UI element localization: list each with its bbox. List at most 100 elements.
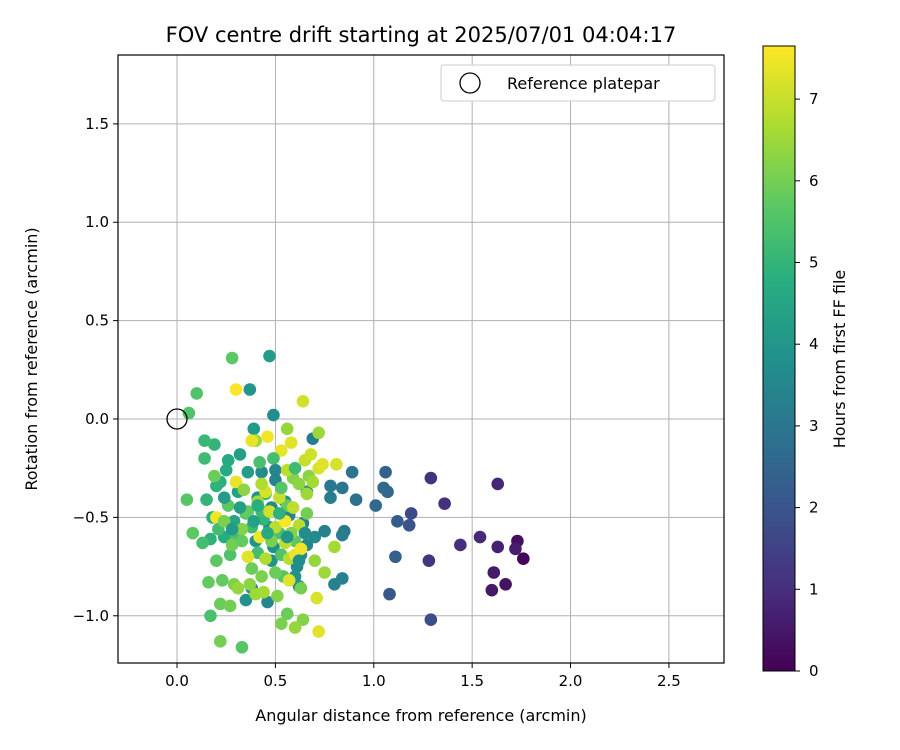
legend-label: Reference platepar xyxy=(507,74,660,93)
data-point xyxy=(237,483,251,497)
data-point xyxy=(491,540,505,554)
data-point xyxy=(239,593,253,607)
data-point xyxy=(312,625,325,638)
data-point xyxy=(300,507,314,520)
data-point xyxy=(282,574,296,587)
data-point xyxy=(485,583,499,597)
data-point xyxy=(509,542,522,556)
y-tick-label: −1.0 xyxy=(73,607,109,625)
data-point xyxy=(208,469,221,483)
data-point xyxy=(200,493,213,506)
colorbar: 0 1 2 3 4 5 6 7 Hours from first FF file xyxy=(762,45,849,680)
data-point xyxy=(294,581,308,595)
data-point xyxy=(288,621,302,634)
data-point xyxy=(259,552,272,566)
data-point xyxy=(217,515,231,528)
data-point xyxy=(233,448,247,461)
legend: Reference platepar xyxy=(440,64,716,102)
data-point xyxy=(255,465,268,479)
data-point xyxy=(223,599,237,613)
data-point xyxy=(233,501,247,514)
data-point xyxy=(306,475,320,489)
data-point xyxy=(263,505,276,518)
data-point xyxy=(229,475,243,489)
chart-title: FOV centre drift starting at 2025/07/01 … xyxy=(166,23,677,47)
data-point xyxy=(235,534,249,548)
data-point xyxy=(182,406,196,420)
data-point xyxy=(261,595,274,609)
data-point xyxy=(491,477,505,491)
y-axis-label: Rotation from reference (arcmin) xyxy=(22,227,41,490)
data-point xyxy=(214,597,227,611)
data-points xyxy=(180,349,530,654)
x-tick-label: 1.5 xyxy=(460,672,484,690)
data-point xyxy=(335,481,349,495)
data-point xyxy=(499,577,512,591)
data-point xyxy=(261,430,274,444)
data-point xyxy=(424,471,438,485)
colorbar-tick-label: 1 xyxy=(809,580,819,598)
data-point xyxy=(210,479,223,493)
data-point xyxy=(328,577,341,591)
y-tick-label: −0.5 xyxy=(73,508,109,526)
data-point xyxy=(422,554,436,567)
y-axis-ticks: −1.0 −0.5 0.0 0.5 1.0 1.5 xyxy=(73,115,118,625)
data-point xyxy=(231,581,245,595)
legend-box xyxy=(440,64,716,102)
data-point xyxy=(298,526,312,540)
reference-marker-group xyxy=(166,408,188,430)
data-point xyxy=(245,562,259,575)
data-point xyxy=(215,574,229,587)
data-point xyxy=(312,426,325,440)
colorbar-tick-label: 6 xyxy=(809,172,819,190)
data-point xyxy=(288,461,302,475)
data-point xyxy=(454,538,467,552)
x-axis-ticks: 0.0 0.5 1.0 1.5 2.0 2.5 xyxy=(165,663,681,690)
data-point xyxy=(438,497,451,510)
data-point xyxy=(208,438,221,451)
colorbar-tick-label: 4 xyxy=(809,335,819,353)
data-point xyxy=(241,550,255,564)
data-point xyxy=(316,457,329,471)
y-tick-label: 0.0 xyxy=(85,410,109,428)
data-point xyxy=(225,538,239,552)
data-point xyxy=(324,479,337,493)
data-point xyxy=(300,487,314,501)
data-point xyxy=(284,436,298,449)
grid xyxy=(118,55,724,663)
data-point xyxy=(190,387,204,400)
data-point xyxy=(308,554,322,567)
data-point xyxy=(196,536,209,550)
data-point xyxy=(335,528,349,542)
data-point xyxy=(221,454,235,467)
colorbar-tick-label: 7 xyxy=(809,90,819,108)
data-point xyxy=(267,452,280,465)
data-point xyxy=(214,635,227,648)
data-point xyxy=(280,607,294,621)
reference-platepar-marker xyxy=(166,408,188,430)
colorbar-label: Hours from first FF file xyxy=(830,270,849,449)
data-point xyxy=(487,566,501,579)
data-point xyxy=(369,499,383,512)
data-point xyxy=(245,434,259,447)
data-point xyxy=(296,395,310,408)
data-point xyxy=(292,477,306,491)
data-point xyxy=(235,522,249,536)
x-tick-label: 2.0 xyxy=(559,672,583,690)
x-tick-label: 0.5 xyxy=(263,672,287,690)
colorbar-tick-label: 5 xyxy=(809,254,819,272)
colorbar-tick-label: 0 xyxy=(809,662,819,680)
data-point xyxy=(186,526,200,540)
data-point xyxy=(269,566,282,579)
data-point xyxy=(389,550,402,564)
data-point xyxy=(180,493,194,506)
data-point xyxy=(402,518,416,532)
data-point xyxy=(517,552,530,566)
data-point xyxy=(292,554,306,567)
data-point xyxy=(269,463,282,477)
data-point xyxy=(263,349,276,363)
data-point xyxy=(241,465,255,479)
data-point xyxy=(261,526,274,540)
plot-frame xyxy=(117,54,725,664)
